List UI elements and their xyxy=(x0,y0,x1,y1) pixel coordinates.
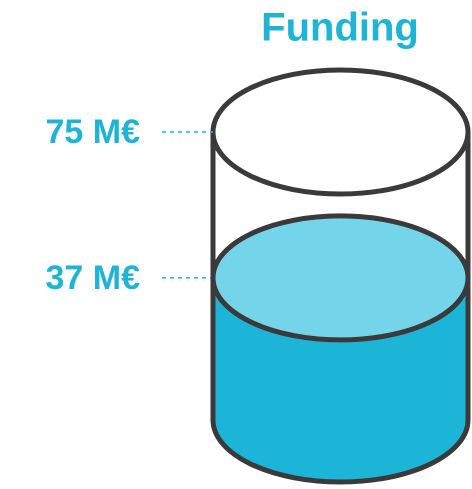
chart-title: Funding xyxy=(261,6,419,50)
liquid-top xyxy=(213,216,468,340)
chart: Funding 37 M€ 75 M€ xyxy=(0,0,472,489)
y-tick-label: 75 M€ xyxy=(46,113,141,151)
cylinder-top xyxy=(213,70,468,194)
value-label: 37 M€ xyxy=(46,259,141,297)
